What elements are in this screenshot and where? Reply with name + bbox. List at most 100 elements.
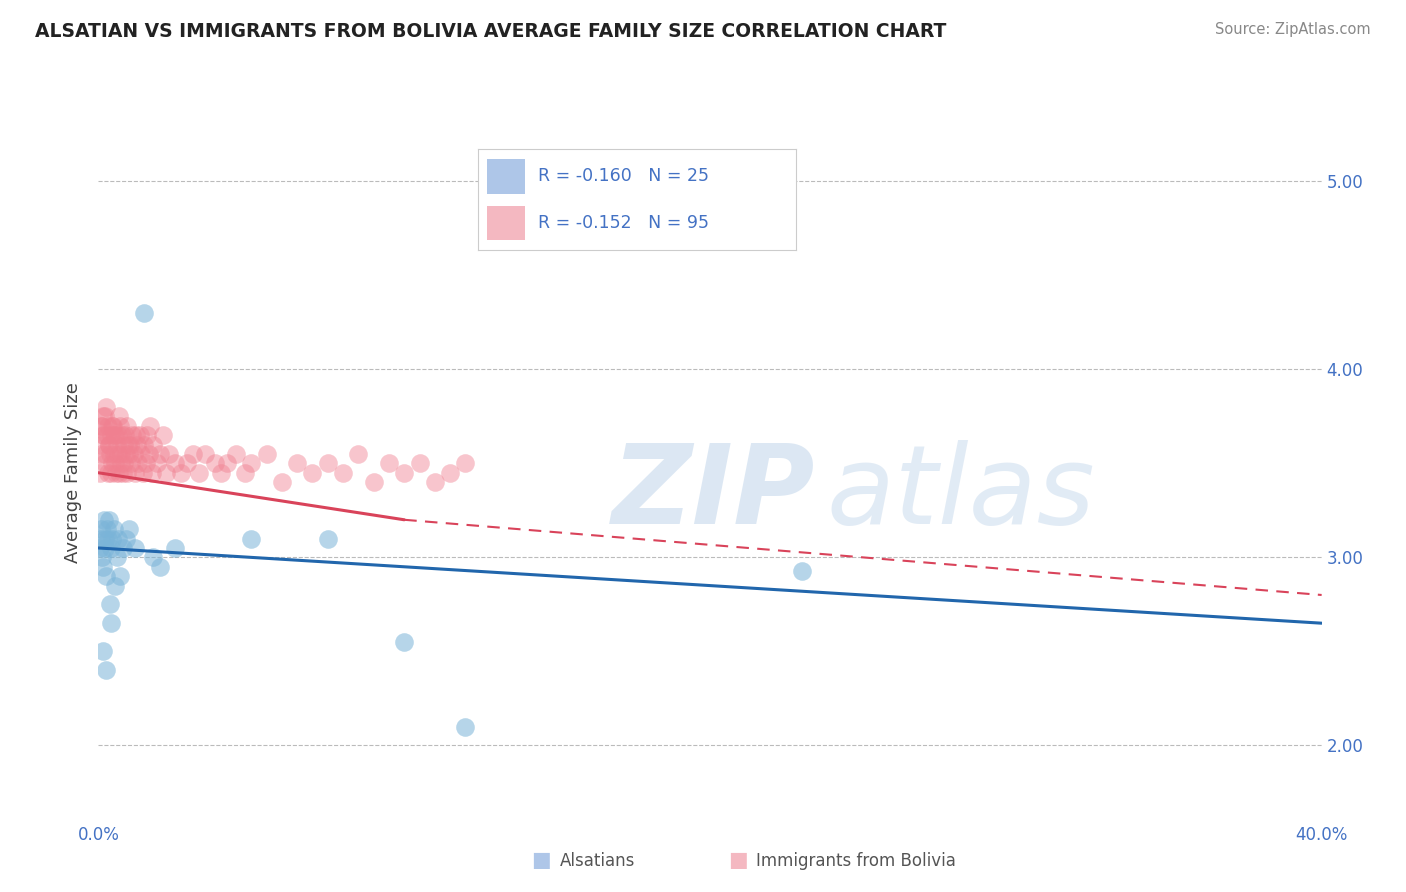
Point: [97, 437, 120, 451]
Text: ■: ■: [531, 850, 551, 870]
Point: [233, 466, 256, 480]
Point: [347, 447, 370, 461]
Point: [91, 644, 114, 658]
Point: [117, 466, 139, 480]
Text: ALSATIAN VS IMMIGRANTS FROM BOLIVIA AVERAGE FAMILY SIZE CORRELATION CHART: ALSATIAN VS IMMIGRANTS FROM BOLIVIA AVER…: [35, 22, 946, 41]
Point: [107, 428, 129, 442]
Point: [142, 437, 165, 451]
Point: [91, 409, 114, 424]
Point: [408, 456, 430, 470]
Point: [110, 456, 132, 470]
Point: [104, 428, 127, 442]
Point: [256, 447, 278, 461]
Point: [101, 418, 124, 433]
Text: Source: ZipAtlas.com: Source: ZipAtlas.com: [1215, 22, 1371, 37]
Text: R = -0.160   N = 25: R = -0.160 N = 25: [538, 168, 709, 186]
Point: [378, 456, 401, 470]
Point: [141, 466, 163, 480]
Point: [157, 447, 180, 461]
Point: [90, 532, 112, 546]
Point: [176, 456, 198, 470]
Point: [316, 456, 339, 470]
Point: [93, 532, 115, 546]
Point: [118, 437, 141, 451]
Point: [100, 466, 122, 480]
Point: [135, 456, 157, 470]
Text: atlas: atlas: [827, 440, 1095, 547]
Point: [454, 456, 477, 470]
Point: [240, 456, 263, 470]
Point: [124, 541, 146, 555]
Point: [89, 466, 111, 480]
Point: [103, 447, 125, 461]
Point: [94, 409, 117, 424]
Point: [93, 428, 115, 442]
Point: [209, 466, 232, 480]
Point: [103, 428, 125, 442]
Point: [94, 569, 117, 583]
Point: [108, 569, 131, 583]
Point: [118, 522, 141, 536]
Point: [91, 559, 114, 574]
Point: [112, 456, 135, 470]
Point: [285, 456, 308, 470]
Point: [439, 466, 461, 480]
Point: [142, 550, 165, 565]
Point: [100, 541, 122, 555]
Point: [91, 418, 114, 433]
Point: [100, 616, 122, 631]
Point: [127, 456, 149, 470]
Point: [90, 447, 112, 461]
Point: [98, 598, 121, 612]
Point: [152, 428, 174, 442]
Point: [240, 532, 263, 546]
Point: [392, 635, 416, 649]
Point: [139, 418, 162, 433]
Text: ■: ■: [728, 850, 748, 870]
Point: [100, 428, 122, 442]
Point: [110, 447, 132, 461]
Point: [128, 428, 150, 442]
Point: [97, 532, 120, 546]
Point: [112, 437, 135, 451]
Point: [101, 456, 124, 470]
Point: [125, 428, 148, 442]
Point: [125, 437, 148, 451]
Point: [91, 428, 114, 442]
Point: [225, 447, 247, 461]
Point: [194, 447, 217, 461]
Point: [301, 466, 323, 480]
Point: [215, 456, 238, 470]
Point: [149, 447, 172, 461]
Point: [98, 513, 121, 527]
Point: [105, 550, 128, 565]
Point: [115, 418, 138, 433]
Point: [316, 532, 339, 546]
Bar: [486, 206, 526, 240]
Point: [124, 466, 146, 480]
Point: [101, 418, 124, 433]
Text: R = -0.152   N = 95: R = -0.152 N = 95: [538, 214, 709, 232]
Text: Alsatians: Alsatians: [560, 852, 636, 870]
Point: [97, 418, 120, 433]
Point: [111, 466, 134, 480]
Point: [392, 466, 416, 480]
Y-axis label: Average Family Size: Average Family Size: [65, 383, 83, 563]
Point: [93, 513, 115, 527]
Point: [107, 532, 129, 546]
Point: [98, 447, 121, 461]
Text: Immigrants from Bolivia: Immigrants from Bolivia: [756, 852, 956, 870]
Point: [105, 437, 128, 451]
Point: [117, 437, 139, 451]
Point: [120, 456, 142, 470]
Point: [136, 428, 159, 442]
Point: [170, 466, 193, 480]
Point: [790, 564, 813, 578]
Point: [121, 428, 143, 442]
Point: [204, 456, 226, 470]
Point: [332, 466, 354, 480]
Point: [454, 720, 477, 734]
Point: [163, 456, 186, 470]
Point: [270, 475, 294, 490]
Point: [115, 447, 138, 461]
